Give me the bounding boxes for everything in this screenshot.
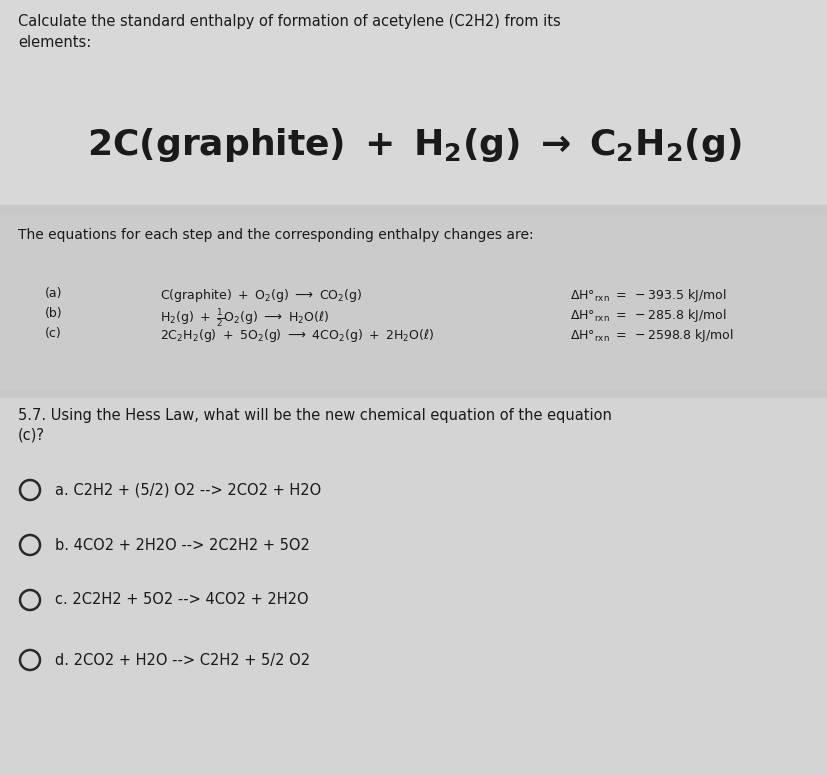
- Text: (c)?: (c)?: [18, 428, 45, 443]
- Text: $\mathrm{\Delta H°_{rxn}\ =\ -393.5\ kJ/mol}$: $\mathrm{\Delta H°_{rxn}\ =\ -393.5\ kJ/…: [569, 287, 726, 304]
- Text: d. 2CO2 + H2O --> C2H2 + 5/2 O2: d. 2CO2 + H2O --> C2H2 + 5/2 O2: [55, 653, 310, 667]
- Text: Calculate the standard enthalpy of formation of acetylene (C2H2) from its
elemen: Calculate the standard enthalpy of forma…: [18, 14, 560, 50]
- Text: $\mathrm{C(graphite)\ +\ O_2(g)\ \longrightarrow\ CO_2(g)}$: $\mathrm{C(graphite)\ +\ O_2(g)\ \longri…: [160, 287, 362, 304]
- Text: $\mathrm{\Delta H°_{rxn}\ =\ -285.8\ kJ/mol}$: $\mathrm{\Delta H°_{rxn}\ =\ -285.8\ kJ/…: [569, 307, 725, 324]
- Text: $\mathbf{2C(graphite)\ +\ H_2(g)\ \rightarrow\ C_2H_2(g)}$: $\mathbf{2C(graphite)\ +\ H_2(g)\ \right…: [87, 126, 740, 164]
- Text: $\mathrm{H_2(g)\ +\ \frac{1}{2}O_2(g)\ \longrightarrow\ H_2O(\ell)}$: $\mathrm{H_2(g)\ +\ \frac{1}{2}O_2(g)\ \…: [160, 307, 329, 329]
- Bar: [0, 0, 827, 205]
- Text: $\mathrm{2C_2H_2(g)\ +\ 5O_2(g)\ \longrightarrow\ 4CO_2(g)\ +\ 2H_2O(\ell)}$: $\mathrm{2C_2H_2(g)\ +\ 5O_2(g)\ \longri…: [160, 327, 434, 344]
- Text: The equations for each step and the corresponding enthalpy changes are:: The equations for each step and the corr…: [18, 228, 533, 242]
- Text: (b): (b): [45, 307, 63, 320]
- Text: a. C2H2 + (5/2) O2 --> 2CO2 + H2O: a. C2H2 + (5/2) O2 --> 2CO2 + H2O: [55, 483, 321, 498]
- Text: (a): (a): [45, 287, 62, 300]
- Text: c. 2C2H2 + 5O2 --> 4CO2 + 2H2O: c. 2C2H2 + 5O2 --> 4CO2 + 2H2O: [55, 593, 308, 608]
- Text: b. 4CO2 + 2H2O --> 2C2H2 + 5O2: b. 4CO2 + 2H2O --> 2C2H2 + 5O2: [55, 538, 309, 553]
- Text: (c): (c): [45, 327, 62, 340]
- Bar: [0, 215, 827, 390]
- Text: $\mathrm{\Delta H°_{rxn}\ =\ -2598.8\ kJ/mol}$: $\mathrm{\Delta H°_{rxn}\ =\ -2598.8\ kJ…: [569, 327, 733, 344]
- Bar: [0, 398, 827, 775]
- Text: 5.7. Using the Hess Law, what will be the new chemical equation of the equation: 5.7. Using the Hess Law, what will be th…: [18, 408, 611, 423]
